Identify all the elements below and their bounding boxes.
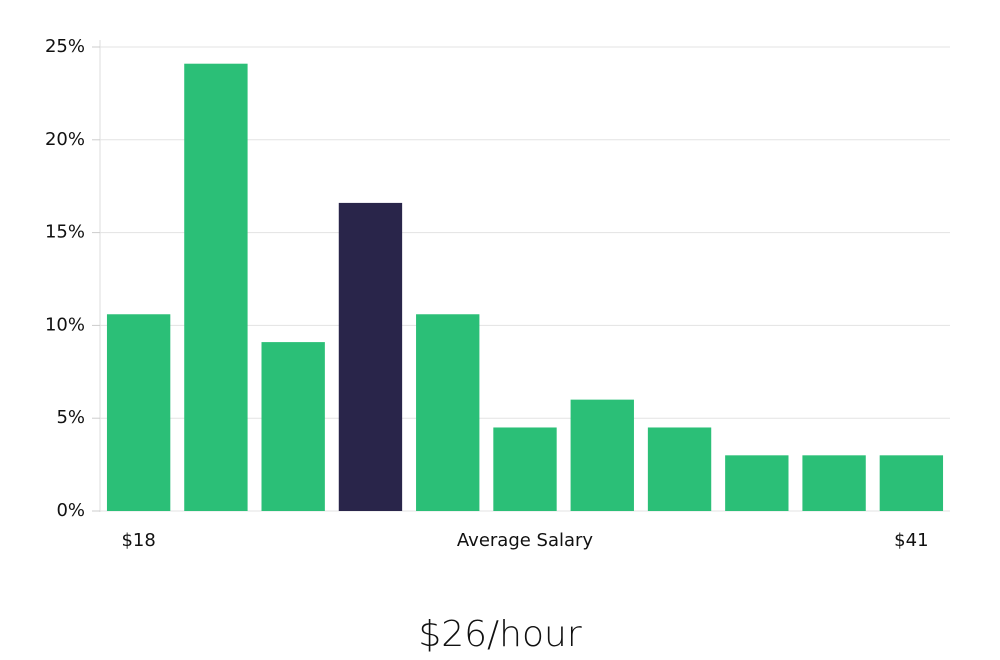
- y-tick-label: 25%: [45, 36, 85, 57]
- y-tick-label: 5%: [56, 407, 85, 428]
- bar: [261, 342, 325, 511]
- y-tick-label: 15%: [45, 222, 85, 243]
- bar: [570, 399, 634, 511]
- bar: [725, 455, 789, 511]
- x-tick-label: $18: [121, 530, 155, 551]
- bar: [802, 455, 866, 511]
- bar: [338, 202, 403, 512]
- bar: [647, 427, 712, 511]
- bar: [106, 314, 171, 511]
- y-tick-label: 10%: [45, 314, 85, 335]
- x-axis-label: Average Salary: [457, 530, 594, 551]
- bar: [493, 427, 557, 511]
- bar: [416, 314, 480, 511]
- y-tick-label: 20%: [45, 129, 85, 150]
- y-tick-label: 0%: [56, 500, 85, 521]
- summary: $26/hour: [418, 614, 582, 655]
- x-tick-label: $41: [894, 530, 928, 551]
- bar: [879, 455, 944, 511]
- bar: [184, 63, 248, 511]
